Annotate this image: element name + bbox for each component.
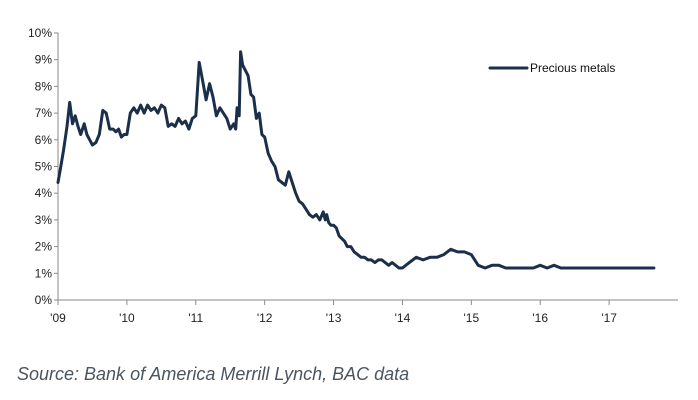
y-axis-ticks: 0% 1% 2% 3% 4% 5% 6% 7% 8% 9% 10% <box>28 26 58 307</box>
x-tick-label: '13 <box>326 311 342 325</box>
y-tick-label: 3% <box>35 213 53 227</box>
source-note: Source: Bank of America Merrill Lynch, B… <box>17 364 410 384</box>
x-tick-label: '14 <box>395 311 411 325</box>
legend: Precious metals <box>488 61 615 75</box>
x-tick-label: '12 <box>257 311 273 325</box>
x-axis-ticks: '09 '10 '11 '12 '13 '14 '15 '16 '17 <box>50 300 617 325</box>
y-tick-label: 2% <box>35 240 53 254</box>
y-tick-label: 0% <box>35 293 53 307</box>
x-tick-label: '17 <box>601 311 617 325</box>
y-tick-label: 9% <box>35 53 53 67</box>
y-tick-label: 7% <box>35 106 53 120</box>
y-tick-label: 5% <box>35 160 53 174</box>
series-group <box>56 50 656 270</box>
x-tick-label: '11 <box>188 311 203 325</box>
y-tick-label: 6% <box>35 133 53 147</box>
y-tick-label: 10% <box>28 26 52 40</box>
y-tick-label: 8% <box>35 79 53 93</box>
x-tick-label: '16 <box>532 311 548 325</box>
y-tick-label: 4% <box>35 186 53 200</box>
x-tick-label: '09 <box>50 311 66 325</box>
x-tick-label: '15 <box>464 311 480 325</box>
series-line-precious-metals <box>56 50 656 270</box>
x-tick-label: '10 <box>119 311 135 325</box>
legend-label: Precious metals <box>530 61 615 75</box>
y-tick-label: 1% <box>35 266 53 280</box>
